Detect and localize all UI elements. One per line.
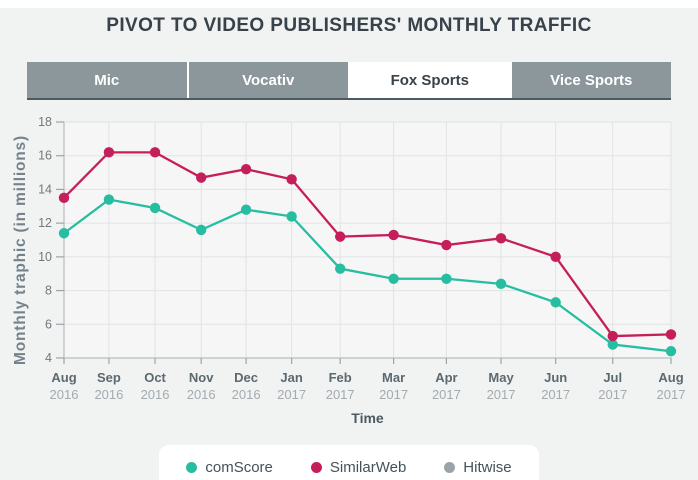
traffic-chart: 4 6 8 10 12 14 16 18 Aug 2016 Sep 2016 Oct 2016 Nov 201… [0,110,698,440]
comscore-point [334,263,346,274]
comscore-point [388,273,399,284]
legend-label: Hitwise [463,458,512,476]
x-tick-month: Apr [435,370,457,385]
comscore-point [240,204,252,215]
similarweb-point [58,192,70,204]
legend-item-similarweb[interactable]: SimilarWeb [310,458,407,476]
x-tick-year: 2017 [541,387,570,402]
x-tick-year: 2016 [141,387,170,402]
similarweb-point [195,172,207,183]
x-tick-year: 2017 [657,387,686,402]
comscore-point [286,211,297,222]
similarweb-point [495,233,507,244]
x-axis-title: Time [351,410,384,426]
x-tick-month: May [488,370,514,385]
x-tick-month: Sep [97,370,121,385]
comscore-point [495,278,507,290]
y-tick-label: 16 [38,149,52,163]
tab-vocativ[interactable]: Vocativ [186,62,348,98]
comscore-point [195,224,207,236]
plot-area [64,122,671,358]
x-tick-year: 2016 [50,387,79,402]
x-tick-year: 2017 [598,387,627,402]
x-tick-year: 2016 [232,387,261,402]
tab-label: Mic [94,71,120,89]
x-tick-year: 2016 [94,387,123,402]
similarweb-color-swatch [310,461,322,473]
similarweb-point [388,229,399,241]
x-tick-month: Jun [544,370,567,385]
x-tick-month: Feb [329,370,352,385]
comscore-point [103,194,115,205]
publisher-tabs: Mic Vocativ Fox Sports Vice Sports [27,62,671,100]
x-tick-month: Nov [189,370,214,385]
y-tick-label: 8 [45,284,52,298]
tab-label: Vocativ [242,71,295,89]
comscore-color-swatch [186,461,198,473]
x-tick-month: Dec [234,370,258,385]
comscore-point [665,346,677,357]
chart-legend: comScore SimilarWeb Hitwise [159,445,539,480]
x-tick-year: 2017 [432,387,461,402]
y-axis-title: Monthly traphic (in millions) [12,135,29,365]
y-tick-label: 10 [38,250,52,264]
page-title: PIVOT TO VIDEO PUBLISHERS' MONTHLY TRAFF… [106,15,592,36]
x-tick-month: Aug [51,370,76,385]
y-tick-label: 18 [38,115,52,129]
similarweb-point [550,251,561,263]
y-tick-label: 14 [38,182,52,196]
similarweb-point [607,330,618,342]
legend-label: SimilarWeb [329,458,407,476]
x-tick-month: Oct [144,370,166,385]
tab-fox-sports[interactable]: Fox Sports [348,62,510,98]
x-tick-month: Jan [280,370,302,385]
comscore-point [550,297,561,308]
hitwise-color-swatch [444,461,456,473]
y-tick-label: 4 [45,351,52,365]
x-tick-year: 2017 [379,387,408,402]
x-tick-year: 2017 [277,387,306,402]
comscore-point [607,339,618,350]
legend-item-comscore[interactable]: comScore [186,459,273,476]
similarweb-point [103,147,115,158]
tab-vice-sports[interactable]: Vice Sports [509,62,671,98]
y-tick-label: 12 [38,216,52,230]
x-tick-month: Mar [382,370,405,385]
chart-canvas: 4 6 8 10 12 14 16 18 Aug 2016 Sep 2016 Oct 2016 Nov 201… [12,115,686,426]
similarweb-point [240,164,252,175]
y-tick-label: 6 [45,317,52,331]
comscore-point [441,273,452,284]
x-tick-year: 2017 [487,387,516,402]
x-tick-year: 2016 [187,387,216,402]
comscore-point [58,228,70,239]
top-strip [0,0,698,8]
legend-label: comScore [205,458,273,476]
x-tick-month: Aug [658,370,683,385]
similarweb-point [665,329,677,340]
similarweb-point [286,174,297,185]
tab-mic[interactable]: Mic [27,62,187,98]
similarweb-point [441,239,452,251]
comscore-point [149,202,161,214]
x-tick-month: Jul [603,370,622,385]
legend-item-hitwise[interactable]: Hitwise [444,458,512,476]
tab-label: Fox Sports [390,71,469,89]
similarweb-point [334,231,346,242]
similarweb-point [149,147,161,158]
x-tick-year: 2017 [326,387,355,402]
tab-label: Vice Sports [550,71,633,89]
